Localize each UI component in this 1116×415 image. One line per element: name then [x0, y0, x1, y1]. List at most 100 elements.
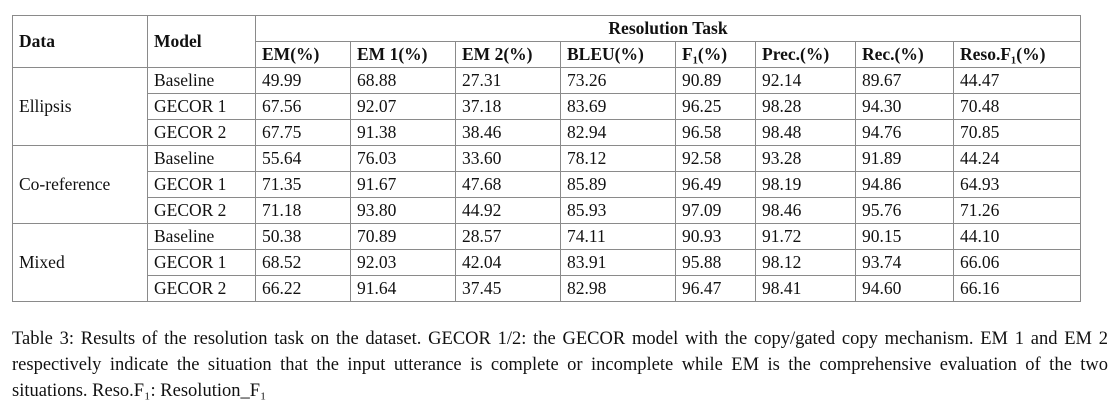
- value-cell: 89.67: [855, 67, 954, 94]
- header-cell: Data: [12, 15, 148, 68]
- caption: Table 3: Results of the resolution task …: [12, 329, 1108, 401]
- value-cell: 74.11: [560, 223, 676, 250]
- value-cell: 49.99: [255, 67, 351, 94]
- value-cell: 67.75: [255, 119, 351, 146]
- model-cell: GECOR 1: [147, 93, 256, 120]
- value-cell: 91.72: [755, 223, 856, 250]
- header-cell: EM(%): [255, 41, 351, 68]
- table-row: Ellipsis Baseline 49.99 68.88 27.31 73.26 90.8…: [12, 67, 1081, 146]
- value-cell: 98.12: [755, 249, 856, 276]
- value-cell: 67.56: [255, 93, 351, 120]
- value-cell: 96.49: [675, 171, 756, 198]
- value-cell: 71.26: [953, 197, 1081, 224]
- value-cell: 94.76: [855, 119, 954, 146]
- value-cell: 42.04: [455, 249, 561, 276]
- value-cell: 90.89: [675, 67, 756, 94]
- table-row: GECOR 1 71.35 91.67 47.68 85.89 96.49 98.19 94.…: [13, 171, 1081, 198]
- model-cell: GECOR 2: [147, 275, 256, 302]
- table-row: GECOR 1 68.52 92.03 42.04 83.91 95.88 98.12 93.…: [13, 249, 1081, 276]
- value-cell: 71.18: [255, 197, 351, 224]
- table-row: Co-reference Baseline 55.64 76.03 33.60 78.12…: [12, 145, 1081, 224]
- value-cell: 47.68: [455, 171, 561, 198]
- value-cell: 66.06: [953, 249, 1081, 276]
- data-cell: Ellipsis: [12, 67, 148, 146]
- model-cell: GECOR 1: [147, 249, 256, 276]
- table-row: GECOR 1 67.56 92.07 37.18 83.69 96.25 98.28 94.…: [13, 93, 1081, 120]
- value-cell: 68.52: [255, 249, 351, 276]
- value-cell: 44.10: [953, 223, 1081, 250]
- data-cell: Mixed: [12, 223, 148, 302]
- value-cell: 98.19: [755, 171, 856, 198]
- value-cell: 95.88: [675, 249, 756, 276]
- results-table: Data Model Resolution Task EM(%) EM 1(%) EM 2…: [12, 15, 1081, 302]
- value-cell: 28.57: [455, 223, 561, 250]
- value-cell: 37.18: [455, 93, 561, 120]
- value-cell: 68.88: [350, 67, 456, 94]
- value-cell: 97.09: [675, 197, 756, 224]
- value-cell: 98.28: [755, 93, 856, 120]
- header-cell: BLEU(%): [560, 41, 676, 68]
- model-cell: GECOR 2: [147, 119, 256, 146]
- value-cell: 96.25: [675, 93, 756, 120]
- value-cell: 92.58: [675, 145, 756, 172]
- value-cell: 98.48: [755, 119, 856, 146]
- value-cell: 95.76: [855, 197, 954, 224]
- value-cell: 66.16: [953, 275, 1081, 302]
- value-cell: 70.89: [350, 223, 456, 250]
- header-row: Data Model Resolution Task: [12, 15, 1081, 68]
- value-cell: 83.91: [560, 249, 676, 276]
- header-row: EM(%) EM 1(%) EM 2(%) BLEU(%) F₁(%) Prec.(%) R…: [13, 41, 1081, 68]
- value-cell: 70.85: [953, 119, 1081, 146]
- value-cell: 91.38: [350, 119, 456, 146]
- value-cell: 94.60: [855, 275, 954, 302]
- value-cell: 85.89: [560, 171, 676, 198]
- header-cell: Model: [147, 15, 256, 68]
- value-cell: 78.12: [560, 145, 676, 172]
- value-cell: 91.89: [855, 145, 954, 172]
- value-cell: 91.67: [350, 171, 456, 198]
- value-cell: 44.24: [953, 145, 1081, 172]
- value-cell: 94.86: [855, 171, 954, 198]
- value-cell: 90.93: [675, 223, 756, 250]
- value-cell: 96.47: [675, 275, 756, 302]
- value-cell: 71.35: [255, 171, 351, 198]
- header-cell: EM 1(%): [350, 41, 456, 68]
- header-cell: F₁(%): [675, 41, 756, 68]
- value-cell: 94.30: [855, 93, 954, 120]
- value-cell: 82.94: [560, 119, 676, 146]
- value-cell: 83.69: [560, 93, 676, 120]
- value-cell: 98.46: [755, 197, 856, 224]
- value-cell: 73.26: [560, 67, 676, 94]
- header-cell: Prec.(%): [755, 41, 856, 68]
- value-cell: 92.07: [350, 93, 456, 120]
- header-cell: Reso.F₁(%): [953, 41, 1081, 68]
- value-cell: 76.03: [350, 145, 456, 172]
- table-row: Mixed Baseline 50.38 70.89 28.57 74.11 90.93 91…: [12, 223, 1081, 302]
- table-row: GECOR 2 66.22 91.64 37.45 82.98 96.47 98.41 94.…: [13, 275, 1081, 302]
- table-row: GECOR 2 71.18 93.80 44.92 85.93 97.09 98.46 95.…: [13, 197, 1081, 224]
- value-cell: 64.93: [953, 171, 1081, 198]
- table-row: GECOR 2 67.75 91.38 38.46 82.94 96.58 98.48 94.…: [13, 119, 1081, 146]
- header-group: Resolution Task: [255, 15, 1081, 42]
- model-cell: GECOR 1: [147, 171, 256, 198]
- value-cell: 90.15: [855, 223, 954, 250]
- header-cell: EM 2(%): [455, 41, 561, 68]
- model-cell: GECOR 2: [147, 197, 256, 224]
- value-cell: 37.45: [455, 275, 561, 302]
- value-cell: 27.31: [455, 67, 561, 94]
- value-cell: 50.38: [255, 223, 351, 250]
- value-cell: 55.64: [255, 145, 351, 172]
- value-cell: 93.74: [855, 249, 954, 276]
- value-cell: 38.46: [455, 119, 561, 146]
- value-cell: 93.28: [755, 145, 856, 172]
- value-cell: 85.93: [560, 197, 676, 224]
- value-cell: 93.80: [350, 197, 456, 224]
- value-cell: 70.48: [953, 93, 1081, 120]
- model-cell: Baseline: [147, 223, 256, 250]
- value-cell: 82.98: [560, 275, 676, 302]
- model-cell: Baseline: [147, 67, 256, 94]
- data-cell: Co-reference: [12, 145, 148, 224]
- value-cell: 92.03: [350, 249, 456, 276]
- value-cell: 66.22: [255, 275, 351, 302]
